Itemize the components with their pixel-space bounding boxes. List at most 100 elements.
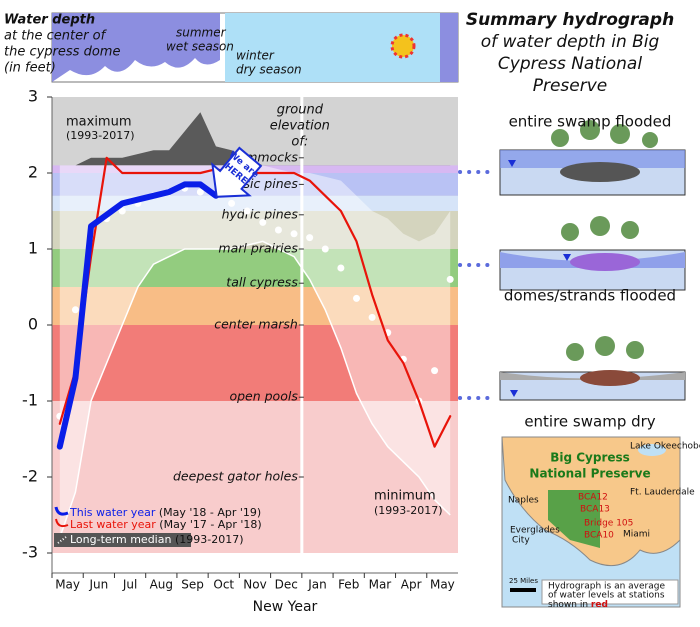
x-tick-label: May <box>55 578 80 592</box>
title: of water depth in Big <box>481 32 660 52</box>
legend-swatch <box>55 518 69 528</box>
legend-box <box>54 533 191 547</box>
header-label: (in feet) <box>4 61 56 76</box>
habitat-label: open pools <box>229 389 298 404</box>
title: Summary hydrograph <box>466 10 674 30</box>
diagram-label: entire swamp dry <box>524 413 655 431</box>
habitat-band <box>52 249 458 287</box>
maximum-period: (1993-2017) <box>66 129 135 142</box>
x-tick-label: May <box>430 578 455 592</box>
season-label: summer <box>176 26 227 40</box>
habitat-label: center marsh <box>214 317 298 332</box>
map-place: Miami <box>623 530 650 540</box>
header-label: Water depth <box>4 13 95 28</box>
map-place: Lake Okeechobee <box>630 442 700 452</box>
map-place: Naples <box>508 496 539 506</box>
map-place: Everglades <box>510 526 560 536</box>
legend-name: Last water year <box>70 518 156 531</box>
y-tick-label: -1 <box>22 391 38 410</box>
habitat-label: deepest gator holes <box>173 469 298 484</box>
habitat-label: hydric pines <box>222 206 299 221</box>
map-note: Hydrograph is an average <box>548 582 665 592</box>
season-label: wet season <box>166 40 234 54</box>
map-title: Big Cypress <box>550 451 630 465</box>
y-tick-label: 3 <box>28 87 38 106</box>
median-dot <box>321 245 329 253</box>
habitat-band <box>52 287 458 325</box>
x-tick-label: Mar <box>369 578 392 592</box>
elevation-title: of: <box>291 135 308 150</box>
x-tick-label: Jan <box>307 578 327 592</box>
map-station: BCA13 <box>580 505 610 515</box>
here-arrow <box>211 146 263 198</box>
legend-entry: Long-term median (1993-2017) <box>70 533 244 546</box>
median-dot <box>290 230 298 238</box>
elevation-title: ground <box>277 103 324 118</box>
map-place: Ft. Lauderdale <box>630 488 695 498</box>
map-note-red: red <box>591 600 608 610</box>
diagram-dry <box>499 336 686 401</box>
map-station: BCA10 <box>584 531 614 541</box>
median-dot <box>228 199 236 207</box>
map-station: BCA12 <box>578 493 608 503</box>
median-dot <box>368 313 376 321</box>
habitat-band <box>52 195 458 211</box>
diagram-domes <box>499 216 686 291</box>
x-tick-label: Sep <box>181 578 204 592</box>
habitat-band <box>52 401 458 553</box>
legend-period: (May '18 - Apr '19) <box>159 506 261 519</box>
map-place: City <box>512 536 530 546</box>
habitat-label: tall cypress <box>226 275 298 290</box>
median-dot <box>446 275 454 283</box>
y-tick-label: 2 <box>28 163 38 182</box>
habitat-label: marl prairies <box>218 241 298 256</box>
header-label: the cypress dome <box>4 45 120 60</box>
map-title: National Preserve <box>529 467 650 481</box>
y-tick-label: 1 <box>28 239 38 258</box>
normal-range <box>59 112 451 538</box>
median-dot <box>274 226 282 234</box>
header-label: at the center of <box>4 29 108 44</box>
title: Cypress National <box>498 54 642 74</box>
season-label: dry season <box>236 63 302 77</box>
title: Preserve <box>533 76 608 96</box>
x-tick-label: Aug <box>150 578 173 592</box>
wet-season-edge <box>440 13 458 82</box>
x-tick-label: Apr <box>401 578 422 592</box>
x-tick-label: Jun <box>88 578 108 592</box>
x-tick-label: Jul <box>122 578 137 592</box>
maximum-area <box>59 112 451 166</box>
habitat-band <box>52 173 458 196</box>
median-dot <box>118 207 126 215</box>
y-tick-label: 0 <box>28 315 38 334</box>
series-line <box>56 181 219 450</box>
legend-name: This water year <box>69 506 156 519</box>
map <box>501 436 681 608</box>
map-scale: 25 Miles <box>509 577 538 585</box>
habitat-band <box>52 325 458 401</box>
legend-entry: This water year (May '18 - Apr '19) <box>69 506 261 519</box>
median-dot <box>337 264 345 272</box>
median-dot <box>259 218 267 226</box>
minimum-label: minimum <box>374 489 436 504</box>
median-dot <box>243 207 251 215</box>
diagram-label: entire swamp flooded <box>509 113 672 131</box>
minimum-line <box>59 240 451 539</box>
map-station: Bridge 105 <box>584 519 633 529</box>
sun <box>390 33 416 59</box>
map-note: shown in <box>548 600 588 610</box>
legend-swatch <box>54 506 69 516</box>
diagram-flooded <box>499 120 686 196</box>
legend-period: (1993-2017) <box>175 533 244 546</box>
median-dot <box>71 306 79 314</box>
minimum-period: (1993-2017) <box>374 504 443 517</box>
map-note: of water levels at stations <box>548 591 665 601</box>
elevation-title: elevation <box>270 119 330 134</box>
maximum-label: maximum <box>66 115 132 130</box>
legend-name: Long-term median <box>70 533 171 546</box>
x-tick-label: Nov <box>243 578 266 592</box>
median-dot <box>353 294 360 302</box>
